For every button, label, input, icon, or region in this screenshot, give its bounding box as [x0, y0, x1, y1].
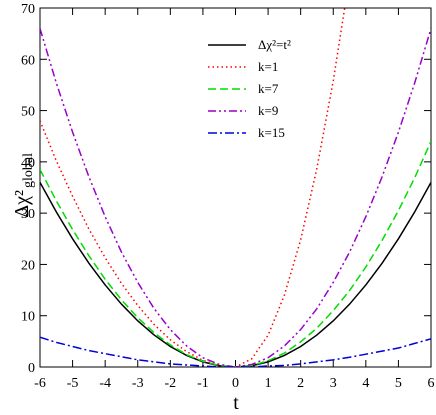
legend-label: k=15	[258, 125, 285, 140]
y-tick-label: 50	[21, 105, 35, 120]
x-tick-label: 0	[232, 376, 239, 391]
x-tick-label: -2	[164, 376, 176, 391]
series-line	[40, 8, 346, 367]
plot-lines	[40, 8, 431, 367]
x-tick-label: 2	[297, 376, 304, 391]
x-tick-label: -4	[99, 376, 111, 391]
x-tick-label: 1	[265, 376, 272, 391]
x-tick-label: -1	[197, 376, 209, 391]
y-tick-label: 60	[21, 53, 35, 68]
x-tick-label: -6	[34, 376, 46, 391]
y-tick-label: 30	[21, 207, 35, 222]
y-tick-label: 70	[21, 2, 35, 17]
legend-label: k=9	[258, 103, 278, 118]
y-axis-label-group: Δχ² global	[11, 153, 36, 218]
y-tick-label: 0	[28, 361, 35, 376]
x-tick-label: 6	[428, 376, 435, 391]
series-line	[40, 336, 431, 367]
x-axis-label: t	[233, 392, 239, 414]
series-line	[40, 182, 431, 367]
x-tick-label: -3	[132, 376, 144, 391]
x-tick-label: 5	[395, 376, 402, 391]
series-line	[40, 28, 431, 367]
legend-label: k=7	[258, 81, 279, 96]
x-tick-label: 3	[330, 376, 337, 391]
series-line	[40, 141, 431, 367]
legend-label: Δχ²=t²	[258, 37, 291, 52]
plot-frame	[39, 7, 432, 368]
y-tick-label: 10	[21, 310, 35, 325]
x-tick-label: -5	[67, 376, 79, 391]
x-tick-label: 4	[362, 376, 369, 391]
y-axis-label-sub: global	[21, 153, 36, 188]
legend-label: k=1	[258, 59, 278, 74]
y-axis-label: Δχ²	[11, 190, 33, 218]
y-tick-label: 40	[21, 156, 35, 171]
y-tick-label: 20	[21, 258, 35, 273]
